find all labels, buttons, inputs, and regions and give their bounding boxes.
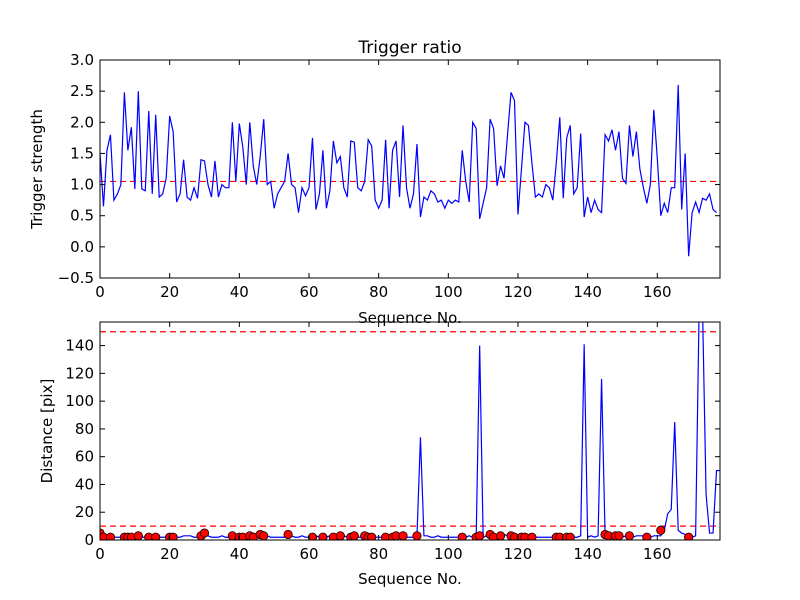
data-point: [133, 531, 143, 540]
data-point: [412, 531, 422, 540]
data-point: [151, 532, 161, 540]
chart-title: Trigger ratio: [357, 38, 461, 58]
y-axis-ticks: 0 20 40 60 80 100 120 140: [65, 337, 720, 549]
x-tick-label: 120: [504, 545, 533, 563]
x-axis-label: Sequence No.: [358, 570, 462, 588]
data-point: [495, 531, 506, 540]
data-point: [367, 532, 377, 540]
data-point: [457, 532, 467, 540]
y-tick-label: 120: [65, 364, 94, 382]
y-tick-label: 80: [75, 420, 94, 438]
y-tick-label: −0.5: [58, 269, 94, 287]
data-point: [199, 528, 210, 538]
data-point: [398, 531, 408, 540]
y-tick-label: 3.0: [70, 51, 94, 69]
data-point: [335, 531, 345, 540]
y-tick-label: 1.5: [70, 144, 94, 162]
x-axis-ticks: 0 20 40 60 80 100 120 140 160: [95, 60, 672, 301]
axes-frame: [99, 59, 721, 279]
series-line: [100, 84, 717, 257]
data-point: [684, 532, 694, 540]
axes-frame: [99, 321, 721, 541]
data-point: [656, 525, 666, 535]
x-tick-label: 160: [643, 545, 672, 563]
data-point: [565, 532, 575, 540]
y-tick-label: 0.0: [70, 238, 94, 256]
x-tick-label: 100: [434, 545, 463, 563]
x-axis-ticks: 0 20 40 60 80 100 120 140 160: [95, 322, 672, 563]
x-tick-label: 160: [643, 283, 672, 301]
data-point: [307, 532, 318, 540]
x-tick-label: 20: [160, 545, 179, 563]
y-tick-label: 2.0: [70, 113, 94, 131]
y-tick-label: 60: [75, 448, 94, 466]
y-axis-label: Trigger strength: [28, 109, 46, 230]
data-point: [283, 529, 293, 540]
y-tick-label: 140: [65, 337, 94, 355]
distance-chart: 0 20 40 60 80 100 120 140 160 0 20 40 60 80 100 120 140…: [38, 321, 721, 588]
data-point: [614, 531, 624, 540]
plot-area: [100, 322, 720, 540]
data-point: [475, 531, 485, 540]
y-tick-label: 0: [84, 531, 94, 549]
x-tick-label: 60: [299, 283, 318, 301]
x-tick-label: 140: [573, 283, 602, 301]
x-tick-label: 120: [504, 283, 533, 301]
data-point: [349, 531, 359, 540]
x-tick-label: 20: [160, 283, 179, 301]
x-tick-label: 0: [95, 283, 105, 301]
y-axis-label: Distance [pix]: [38, 379, 56, 484]
x-tick-label: 140: [573, 545, 602, 563]
y-tick-label: 1.0: [70, 176, 94, 194]
y-tick-label: 0.5: [70, 207, 94, 225]
y-tick-label: 2.5: [70, 82, 94, 100]
x-axis-label: Sequence No.: [358, 309, 462, 327]
data-point: [105, 532, 116, 540]
plot-area: [100, 84, 720, 257]
data-point: [642, 532, 652, 540]
data-point: [527, 532, 537, 540]
x-tick-label: 40: [230, 283, 249, 301]
y-tick-label: 40: [75, 475, 94, 493]
data-point: [259, 531, 269, 540]
x-tick-label: 40: [230, 545, 249, 563]
data-point: [624, 531, 635, 540]
trigger-ratio-chart: Trigger ratio 0 20 40 60 80 100 120 140 160 −0.5…: [28, 38, 721, 327]
x-tick-label: 100: [434, 283, 463, 301]
y-tick-label: 100: [65, 392, 94, 410]
y-tick-label: 20: [75, 503, 94, 521]
x-tick-label: 60: [299, 545, 318, 563]
x-tick-label: 80: [369, 283, 388, 301]
data-point: [168, 532, 178, 540]
data-point: [318, 532, 328, 540]
x-tick-label: 80: [369, 545, 388, 563]
x-tick-label: 0: [95, 545, 105, 563]
y-axis-ticks: −0.5 0.0 0.5 1.0 1.5 2.0 2.5 3.0: [58, 51, 720, 287]
